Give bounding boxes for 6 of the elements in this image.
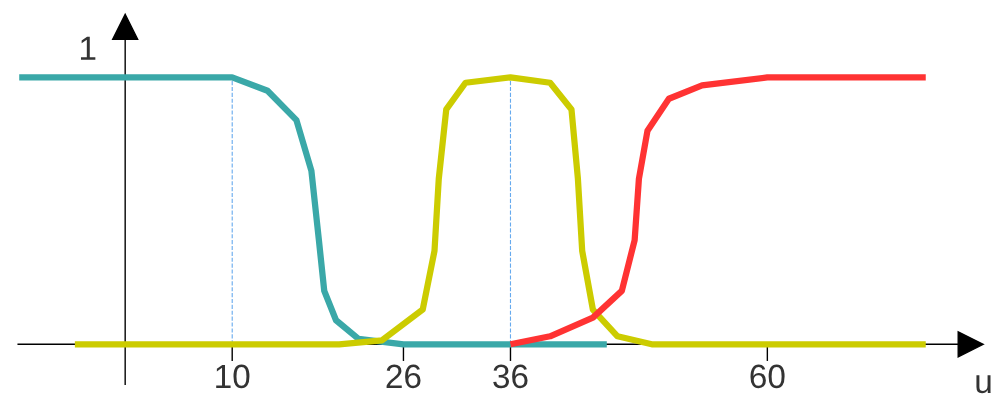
x-axis-title: u: [976, 375, 991, 394]
annotation: 1: [80, 36, 96, 60]
x-tick-label: 26: [386, 364, 421, 389]
x-tick-label: 10: [216, 364, 250, 389]
x-tick-label: 36: [493, 364, 528, 389]
x-tick-label: 60: [750, 364, 785, 389]
